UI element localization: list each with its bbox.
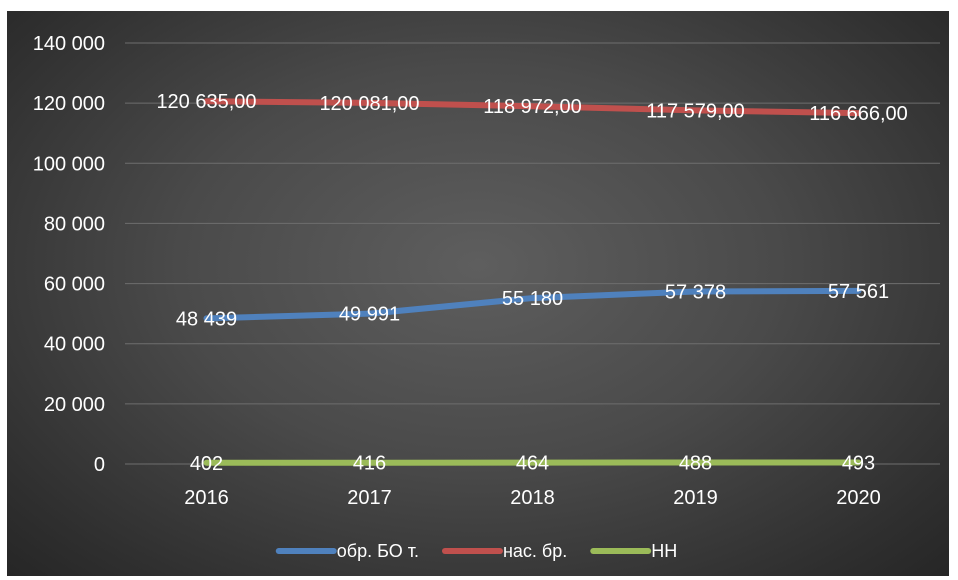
series-layer xyxy=(203,98,862,466)
data-label: 493 xyxy=(842,453,875,475)
data-label: 402 xyxy=(190,453,223,475)
x-tick-label: 2019 xyxy=(673,487,718,509)
x-tick-label: 2017 xyxy=(347,487,392,509)
line-chart: 0 20 000 40 000 60 000 80 000 100 000 120 000 1… xyxy=(33,33,940,561)
x-tick-label: 2016 xyxy=(184,487,229,509)
x-tick-label: 2018 xyxy=(510,487,555,509)
y-tick-label: 60 000 xyxy=(44,274,105,296)
data-label: 120 635,00 xyxy=(156,91,256,113)
legend-label: обр. БО т. xyxy=(337,541,419,561)
legend-label: НН xyxy=(651,541,677,561)
y-tick-label: 20 000 xyxy=(44,394,105,416)
data-labels: 48 439 49 991 55 180 57 378 57 561 120 635,00… xyxy=(156,91,907,475)
data-label: 116 666,00 xyxy=(809,103,908,125)
y-tick-label: 120 000 xyxy=(33,93,105,115)
series-line xyxy=(203,98,862,117)
data-label: 488 xyxy=(679,453,712,475)
y-axis-ticks: 0 20 000 40 000 60 000 80 000 100 000 120 000 1… xyxy=(33,33,105,476)
chart-area: 0 20 000 40 000 60 000 80 000 100 000 120 000 1… xyxy=(7,11,949,576)
data-label: 120 081,00 xyxy=(319,93,419,115)
data-label: 118 972,00 xyxy=(483,96,582,118)
x-tick-label: 2020 xyxy=(836,487,881,509)
data-label: 48 439 xyxy=(176,308,237,330)
data-label: 416 xyxy=(353,453,386,475)
series-line xyxy=(203,287,862,322)
data-label: 464 xyxy=(516,453,549,475)
y-tick-label: 80 000 xyxy=(44,213,105,235)
y-tick-label: 100 000 xyxy=(33,153,105,175)
data-label: 57 378 xyxy=(665,281,726,303)
y-tick-label: 140 000 xyxy=(33,33,105,55)
y-tick-label: 0 xyxy=(94,454,105,476)
x-axis-ticks: 2016 2017 2018 2019 2020 xyxy=(184,487,881,509)
data-label: 49 991 xyxy=(339,304,400,326)
legend-label: нас. бр. xyxy=(503,541,567,561)
data-label: 117 579,00 xyxy=(646,100,745,122)
data-label: 57 561 xyxy=(828,281,889,303)
data-label: 55 180 xyxy=(502,288,563,310)
legend: обр. БО т. нас. бр. НН xyxy=(275,541,677,561)
y-tick-label: 40 000 xyxy=(44,334,105,356)
